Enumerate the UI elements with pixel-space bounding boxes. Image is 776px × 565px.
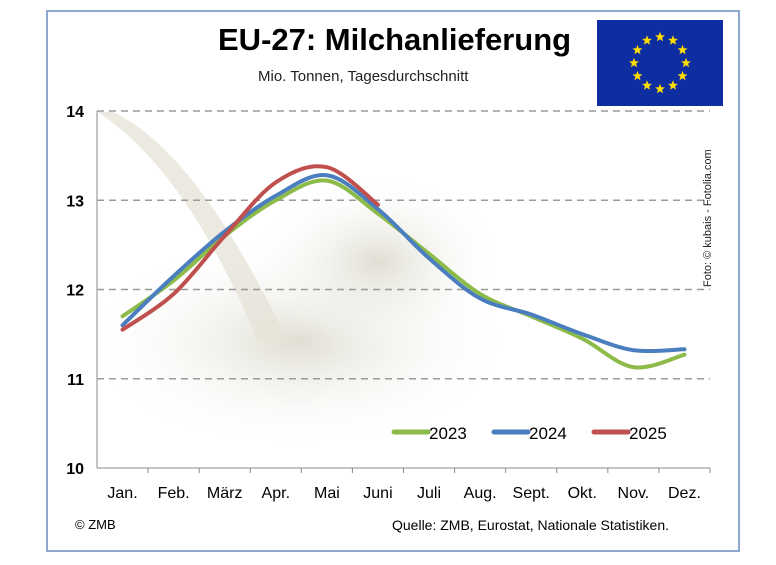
star-icon [655,31,665,42]
y-tick-label: 13 [66,193,84,210]
chart-frame: 10 11 12 13 14 Jan. Feb. März Apr. Mai Juni Juli Aug… [46,10,740,552]
x-tick-label: Mai [314,485,340,502]
photo-credit: Foto: © kubais - Fotolia.com [702,149,714,287]
copyright: © ZMB [75,517,116,532]
star-icon [655,83,665,94]
star-icon [632,70,643,81]
x-tick-label: Juni [363,485,392,502]
milk-background-image [78,112,518,452]
x-tick-label: Apr. [262,485,290,502]
star-icon [642,35,652,45]
star-icon [668,80,678,90]
y-tick-label: 10 [66,461,84,478]
star-icon [677,70,688,81]
star-icon [629,57,639,68]
star-icon [632,44,643,55]
legend-label: 2023 [429,424,467,443]
star-icon [677,44,688,55]
x-tick-label: Dez. [668,485,701,502]
star-icon [668,35,678,45]
legend-label: 2025 [629,424,667,443]
chart-title: EU-27: Milchanlieferung [218,22,572,57]
eu-flag-icon [597,20,723,106]
y-tick-label: 11 [67,372,84,389]
y-tick-label: 14 [66,104,84,121]
chart-subtitle: Mio. Tonnen, Tagesdurchschnitt [258,68,469,85]
series-line-2025 [120,164,380,332]
star-icon [681,57,691,68]
x-tick-label: Okt. [568,485,597,502]
series-line-2024 [120,173,687,354]
x-tick-label: Juli [417,485,441,502]
x-tick-label: Aug. [464,485,497,502]
y-tick-label: 12 [66,283,84,300]
x-tick-label: Jan. [107,485,137,502]
star-icon [642,80,652,90]
x-tick-label: Feb. [158,485,190,502]
x-tick-label: Nov. [618,485,650,502]
chart: 10 11 12 13 14 Jan. Feb. März Apr. Mai Juni Juli Aug… [66,104,711,502]
source-note: Quelle: ZMB, Eurostat, Nationale Statist… [392,517,670,533]
legend-label: 2024 [529,424,567,443]
x-tick-label: Sept. [513,485,550,502]
x-tick-label: März [207,485,243,502]
